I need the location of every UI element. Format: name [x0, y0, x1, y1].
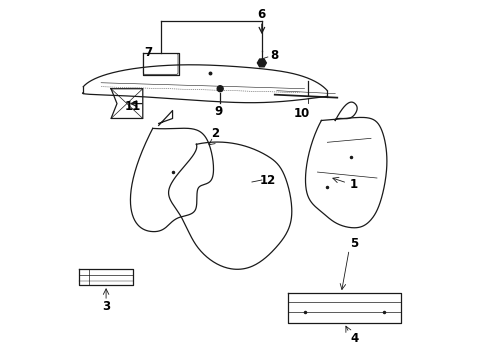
Polygon shape: [257, 59, 267, 67]
Circle shape: [217, 86, 223, 92]
Text: 5: 5: [350, 237, 358, 250]
Text: 9: 9: [214, 105, 222, 118]
Text: 12: 12: [260, 174, 276, 186]
Text: 7: 7: [145, 46, 153, 59]
Text: 4: 4: [350, 332, 358, 345]
Text: 11: 11: [124, 100, 141, 113]
Text: 1: 1: [350, 179, 358, 192]
Text: 10: 10: [294, 107, 310, 120]
Text: 3: 3: [102, 300, 110, 312]
Text: 6: 6: [258, 8, 266, 21]
Text: 8: 8: [270, 49, 278, 63]
Text: 2: 2: [211, 127, 220, 140]
